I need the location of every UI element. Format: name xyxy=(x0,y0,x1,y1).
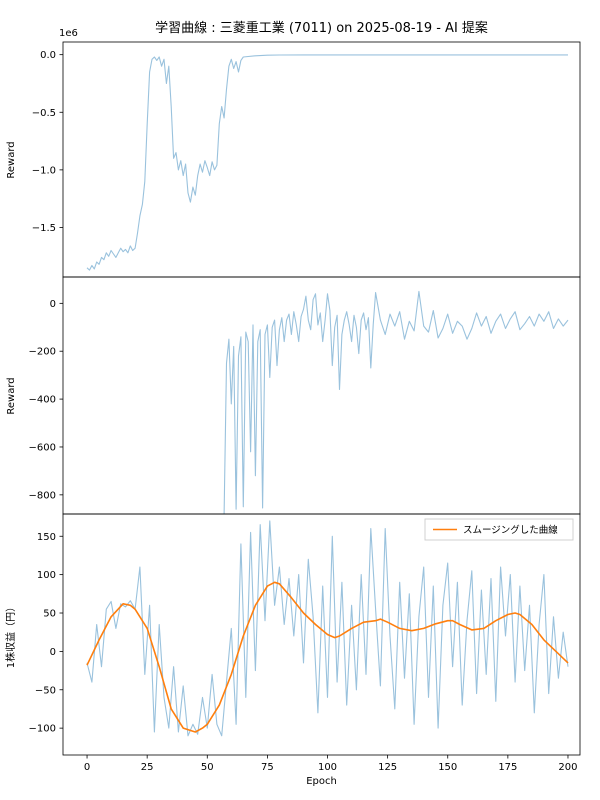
figure-title: 学習曲線 : 三菱重工業 (7011) on 2025-08-19 - AI 提… xyxy=(155,21,488,36)
eps-raw-line xyxy=(86,520,569,737)
x-axis-label: Epoch xyxy=(306,776,337,787)
y-axis-offset-label: 1e6 xyxy=(59,28,78,39)
y-tick-label: 50 xyxy=(43,609,56,620)
axes-frame-1 xyxy=(62,41,581,278)
x-tick-label: 175 xyxy=(498,762,517,773)
y-tick-label: −800 xyxy=(29,490,56,501)
y-tick-label: −200 xyxy=(29,347,56,358)
y-tick-label: −1.5 xyxy=(32,223,56,234)
y-axis-label: Reward xyxy=(6,377,17,414)
x-tick-label: 50 xyxy=(201,762,214,773)
y-axis-label: 1株収益（円） xyxy=(4,602,17,668)
reward-raw-line xyxy=(86,54,568,271)
y-tick-label: −0.5 xyxy=(32,108,56,119)
axes-frame-3 xyxy=(62,513,581,756)
y-tick-label: −50 xyxy=(35,685,56,696)
x-tick-label: 75 xyxy=(261,762,274,773)
x-tick-label: 200 xyxy=(558,762,577,773)
y-tick-label: −100 xyxy=(29,724,56,735)
legend-box xyxy=(424,518,574,541)
x-tick-label: 150 xyxy=(438,762,457,773)
y-tick-label: −400 xyxy=(29,395,56,406)
x-tick-label: 125 xyxy=(378,762,397,773)
reward-zoom-line xyxy=(223,290,569,514)
x-tick-label: 25 xyxy=(141,762,154,773)
y-axis-label: Reward xyxy=(6,141,17,178)
y-tick-label: −1.0 xyxy=(32,165,56,176)
y-tick-label: −600 xyxy=(29,442,56,453)
axes-frame-2 xyxy=(62,276,581,515)
x-tick-label: 0 xyxy=(84,762,90,773)
eps-smoothed-line xyxy=(86,581,569,733)
y-tick-label: 0 xyxy=(50,647,56,658)
x-tick-label: 100 xyxy=(318,762,337,773)
y-tick-label: 100 xyxy=(37,570,56,581)
y-tick-label: 150 xyxy=(37,532,56,543)
y-tick-label: 0.0 xyxy=(40,50,56,61)
y-tick-label: 0 xyxy=(50,299,56,310)
legend-label: スムージングした曲線 xyxy=(463,524,558,536)
